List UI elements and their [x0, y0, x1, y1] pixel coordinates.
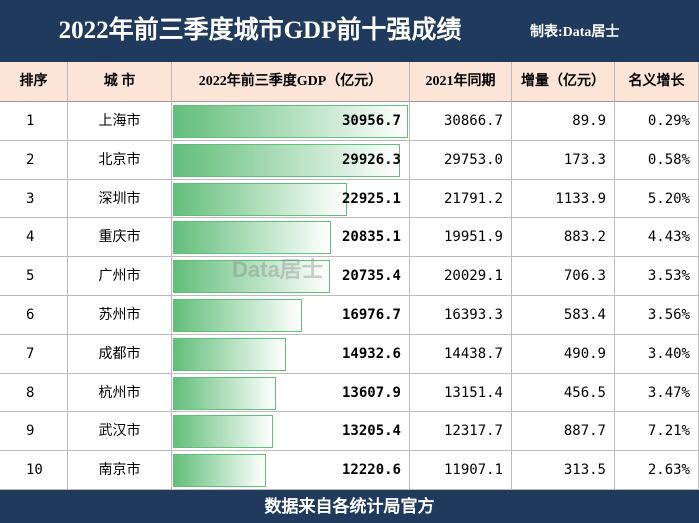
value-cell: 0.58%: [615, 140, 699, 180]
value-cell: 89.9: [512, 102, 615, 141]
city-cell: 北京市: [68, 140, 172, 180]
gdp-cell: 12220.6: [172, 451, 410, 490]
value-cell: 0.29%: [615, 102, 699, 141]
value-cell: 883.2: [512, 218, 615, 258]
gdp-cell: 16976.7: [172, 296, 410, 335]
gdp-cell: 13607.9: [172, 373, 410, 413]
value-cell: 1133.9: [512, 179, 615, 219]
data-bar: [173, 299, 302, 332]
city-cell: 南京市: [68, 451, 172, 490]
value-cell: 887.7: [512, 412, 615, 452]
title: 2022年前三季度城市GDP前十强成绩: [58, 17, 462, 44]
data-bar: [173, 260, 331, 294]
data-bar: [173, 337, 287, 371]
gdp-cell: 22925.1: [172, 179, 410, 219]
value-cell: 490.9: [512, 334, 615, 374]
watermark: Data居士: [232, 257, 324, 282]
value-cell: 313.5: [512, 451, 615, 490]
value-cell: 4.43%: [615, 218, 699, 258]
value-cell: 21791.2: [410, 179, 512, 219]
value-cell: 13151.4: [410, 373, 512, 413]
data-bar: [173, 221, 332, 255]
credit: 制表:Data居士: [530, 25, 620, 40]
value-cell: 14438.7: [410, 334, 512, 374]
header-cell: 2021年同期: [410, 62, 512, 102]
rank-cell: 7: [0, 334, 68, 374]
rank-cell: 4: [0, 218, 68, 258]
value-cell: 2.63%: [615, 451, 699, 490]
value-cell: 3.53%: [615, 257, 699, 296]
value-cell: 706.3: [512, 257, 615, 296]
value-cell: 456.5: [512, 373, 615, 413]
value-cell: 7.21%: [615, 412, 699, 452]
value-cell: 16393.3: [410, 296, 512, 335]
data-bar: [173, 415, 274, 449]
value-cell: 173.3: [512, 140, 615, 180]
value-cell: 30866.7: [410, 102, 512, 141]
value-cell: 11907.1: [410, 451, 512, 490]
city-cell: 杭州市: [68, 373, 172, 413]
rank-cell: 6: [0, 296, 68, 335]
value-cell: 3.47%: [615, 373, 699, 413]
rank-cell: 3: [0, 179, 68, 219]
footer: 数据来自各统计局官方: [0, 490, 699, 523]
value-cell: 19951.9: [410, 218, 512, 258]
header-cell: 名义增长: [615, 62, 699, 102]
city-cell: 上海市: [68, 102, 172, 141]
value-cell: 29753.0: [410, 140, 512, 180]
value-cell: 3.56%: [615, 296, 699, 335]
city-cell: 重庆市: [68, 218, 172, 258]
value-cell: 5.20%: [615, 179, 699, 219]
gdp-cell: 20835.1: [172, 218, 410, 258]
city-cell: 深圳市: [68, 179, 172, 219]
gdp-cell: 20735.4: [172, 257, 410, 296]
header-cell: 城 市: [68, 62, 172, 102]
city-cell: 苏州市: [68, 296, 172, 335]
data-bar: [173, 182, 348, 216]
rank-cell: 9: [0, 412, 68, 452]
data-bar: [173, 376, 277, 410]
gdp-cell: 29926.3: [172, 140, 410, 180]
rank-cell: 8: [0, 373, 68, 413]
data-bar: [173, 454, 266, 488]
data-bar: [173, 105, 408, 138]
value-cell: 12317.7: [410, 412, 512, 452]
value-cell: 583.4: [512, 296, 615, 335]
rank-cell: 10: [0, 451, 68, 490]
city-cell: 武汉市: [68, 412, 172, 452]
value-cell: 3.40%: [615, 334, 699, 374]
header-cell: 2022年前三季度GDP（亿元）: [172, 62, 410, 102]
value-cell: 20029.1: [410, 257, 512, 296]
gdp-cell: 14932.6: [172, 334, 410, 374]
city-cell: 广州市: [68, 257, 172, 296]
rank-cell: 2: [0, 140, 68, 180]
city-cell: 成都市: [68, 334, 172, 374]
header-cell: 增量（亿元）: [512, 62, 615, 102]
gdp-cell: 30956.7: [172, 102, 410, 141]
header-cell: 排序: [0, 62, 68, 102]
data-bar: [173, 143, 401, 177]
rank-cell: 1: [0, 102, 68, 141]
gdp-cell: 13205.4: [172, 412, 410, 452]
title-bar: [0, 0, 699, 62]
rank-cell: 5: [0, 257, 68, 296]
